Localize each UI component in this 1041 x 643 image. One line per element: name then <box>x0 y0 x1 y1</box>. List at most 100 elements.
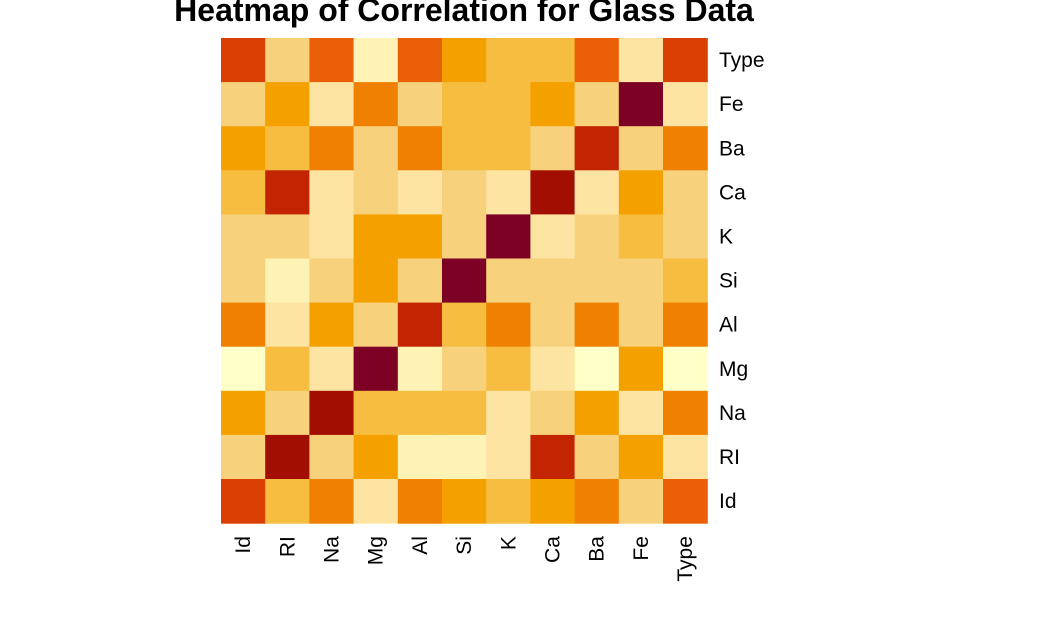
row-label-Al: Al <box>719 314 738 337</box>
row-label-Mg: Mg <box>719 358 748 381</box>
col-label-Mg: Mg <box>365 536 388 565</box>
heatmap-cell-Na-Al <box>397 390 443 436</box>
heatmap-cell-RI-Fe <box>618 434 664 480</box>
heatmap-cell-Id-Mg <box>353 479 399 524</box>
heatmap-cell-Mg-Ba <box>574 346 620 392</box>
heatmap-cell-Ca-Fe <box>618 170 664 215</box>
chart-title: Heatmap of Correlation for Glass Data <box>174 0 754 28</box>
heatmap-cell-Type-Fe <box>618 38 664 83</box>
heatmap-cell-Na-Mg <box>353 390 399 436</box>
heatmap-cell-Si-Id <box>221 258 266 304</box>
heatmap-cell-Type-Ba <box>574 38 620 83</box>
heatmap-cell-Na-Ca <box>530 390 576 436</box>
heatmap-cell-Ba-Id <box>221 126 266 171</box>
heatmap-cell-Mg-Mg <box>353 346 399 392</box>
heatmap-cell-Si-Al <box>397 258 443 304</box>
row-label-Na: Na <box>719 402 746 425</box>
heatmap-cell-Ba-Type <box>663 126 708 171</box>
heatmap-cell-Si-RI <box>265 258 310 304</box>
heatmap-cell-K-Type <box>663 214 708 260</box>
heatmap-cell-Ca-K <box>486 170 531 215</box>
heatmap-cell-Si-Mg <box>353 258 399 304</box>
col-label-Al: Al <box>409 536 432 555</box>
heatmap-cell-Na-Fe <box>618 390 664 436</box>
heatmap-cell-Type-RI <box>265 38 310 83</box>
row-label-Ca: Ca <box>719 181 746 204</box>
heatmap-cell-Ba-Ba <box>574 126 620 171</box>
heatmap-cells <box>221 38 708 524</box>
heatmap-cell-Na-Id <box>221 390 266 436</box>
heatmap-cell-Al-Ca <box>530 302 576 348</box>
heatmap-cell-K-Si <box>442 214 487 260</box>
heatmap-cell-Id-Fe <box>618 479 664 524</box>
heatmap-cell-RI-Ba <box>574 434 620 480</box>
heatmap-cell-Si-Type <box>663 258 708 304</box>
col-label-Ca: Ca <box>542 536 565 563</box>
heatmap-cell-Ca-Mg <box>353 170 399 215</box>
col-label-Na: Na <box>321 536 344 563</box>
heatmap-cell-RI-K <box>486 434 531 480</box>
heatmap-cell-Al-Si <box>442 302 487 348</box>
heatmap-cell-Ba-K <box>486 126 531 171</box>
heatmap-cell-Ba-Na <box>309 126 355 171</box>
col-label-Si: Si <box>453 536 476 555</box>
heatmap-cell-RI-Al <box>397 434 443 480</box>
heatmap-cell-K-Mg <box>353 214 399 260</box>
heatmap-cell-Fe-Ca <box>530 82 576 127</box>
heatmap-cell-Id-Id <box>221 479 266 524</box>
col-label-K: K <box>497 536 520 550</box>
heatmap-cell-Na-RI <box>265 390 310 436</box>
heatmap-cell-Al-Ba <box>574 302 620 348</box>
heatmap-cell-Type-Si <box>442 38 487 83</box>
heatmap-cell-Al-K <box>486 302 531 348</box>
heatmap-cell-Id-Al <box>397 479 443 524</box>
heatmap-cell-Ca-Id <box>221 170 266 215</box>
heatmap-cell-Ba-Ca <box>530 126 576 171</box>
heatmap-cell-Si-Si <box>442 258 487 304</box>
heatmap-cell-Type-K <box>486 38 531 83</box>
heatmap-cell-Id-K <box>486 479 531 524</box>
heatmap-cell-K-Al <box>397 214 443 260</box>
heatmap-cell-RI-Type <box>663 434 708 480</box>
heatmap-cell-Mg-K <box>486 346 531 392</box>
row-label-K: K <box>719 225 733 248</box>
row-label-RI: RI <box>719 446 740 469</box>
heatmap-cell-K-Fe <box>618 214 664 260</box>
heatmap-cell-Ca-Type <box>663 170 708 215</box>
heatmap-cell-Fe-Na <box>309 82 355 127</box>
heatmap-cell-Al-Al <box>397 302 443 348</box>
heatmap-cell-Ca-Ca <box>530 170 576 215</box>
col-label-Type: Type <box>674 536 697 582</box>
heatmap-cell-Fe-Ba <box>574 82 620 127</box>
heatmap-cell-Si-Fe <box>618 258 664 304</box>
heatmap-cell-RI-Ca <box>530 434 576 480</box>
heatmap-cell-Ba-Al <box>397 126 443 171</box>
heatmap-cell-K-Id <box>221 214 266 260</box>
column-labels: Id RI Na Mg Al Si K Ca Ba Fe Type <box>232 536 697 582</box>
heatmap-cell-K-Ba <box>574 214 620 260</box>
heatmap-cell-Ba-Si <box>442 126 487 171</box>
heatmap-cell-Ca-Al <box>397 170 443 215</box>
heatmap-cell-Fe-Si <box>442 82 487 127</box>
heatmap-cell-Ba-Fe <box>618 126 664 171</box>
col-label-Fe: Fe <box>630 536 653 561</box>
heatmap-cell-Si-Na <box>309 258 355 304</box>
heatmap-cell-Mg-Ca <box>530 346 576 392</box>
row-label-Type: Type <box>719 49 765 72</box>
heatmap-cell-Type-Mg <box>353 38 399 83</box>
heatmap-cell-Si-Ba <box>574 258 620 304</box>
heatmap-cell-Ca-Si <box>442 170 487 215</box>
heatmap-cell-RI-RI <box>265 434 310 480</box>
heatmap-cell-Fe-Type <box>663 82 708 127</box>
heatmap-cell-K-Na <box>309 214 355 260</box>
heatmap-cell-Ca-Ba <box>574 170 620 215</box>
heatmap-cell-Al-RI <box>265 302 310 348</box>
heatmap-cell-Id-Ca <box>530 479 576 524</box>
heatmap-cell-Mg-Fe <box>618 346 664 392</box>
col-label-Id: Id <box>232 536 255 554</box>
heatmap-cell-RI-Mg <box>353 434 399 480</box>
heatmap-cell-Fe-Mg <box>353 82 399 127</box>
heatmap-cell-Fe-Id <box>221 82 266 127</box>
row-label-Fe: Fe <box>719 93 744 116</box>
